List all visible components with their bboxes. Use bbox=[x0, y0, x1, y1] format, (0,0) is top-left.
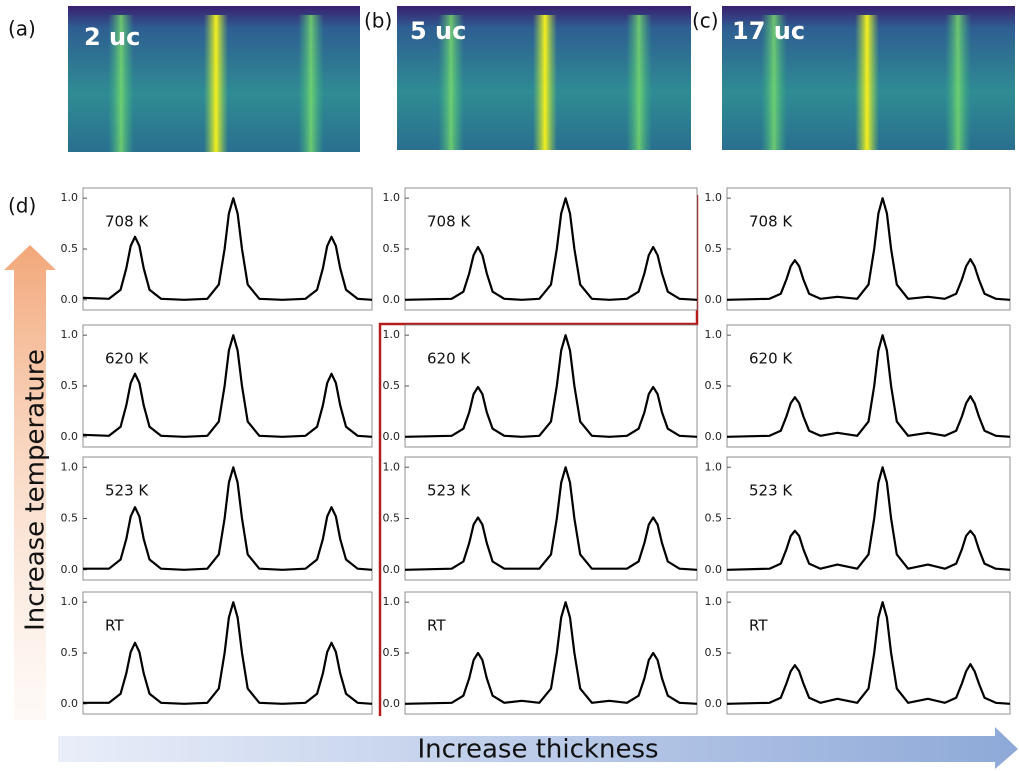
rheed-image bbox=[68, 6, 360, 152]
y-tick-label: 1.0 bbox=[61, 191, 79, 204]
y-tick-label: 1.0 bbox=[383, 595, 401, 608]
y-tick-label: 1.0 bbox=[705, 460, 723, 473]
panel-label: (a) bbox=[8, 17, 36, 41]
y-tick-label: 0.5 bbox=[383, 512, 401, 525]
image-label: 17 uc bbox=[732, 17, 805, 45]
image-label: 2 uc bbox=[84, 23, 140, 51]
line bbox=[83, 601, 373, 705]
plot-frame bbox=[82, 324, 373, 448]
y-tick-label: 1.0 bbox=[383, 460, 401, 473]
plot-frame bbox=[404, 591, 698, 715]
plot-frame bbox=[726, 591, 1011, 715]
annotation: 523 K bbox=[427, 482, 471, 500]
line bbox=[726, 197, 1011, 301]
y-tick-label: 0.5 bbox=[383, 379, 401, 392]
arrow-label: Increase thickness bbox=[417, 735, 658, 765]
image-label: 5 uc bbox=[410, 17, 466, 45]
annotation: 523 K bbox=[749, 482, 793, 500]
rheed-image bbox=[397, 6, 691, 150]
plot-frame bbox=[404, 456, 698, 581]
line bbox=[404, 601, 698, 705]
y-tick-label: 0.0 bbox=[383, 563, 401, 576]
y-tick-label: 0.0 bbox=[383, 697, 401, 710]
y-tick-label: 1.0 bbox=[705, 191, 723, 204]
arrow bbox=[58, 727, 1018, 769]
y-tick-label: 1.0 bbox=[61, 595, 79, 608]
annotation: 620 K bbox=[427, 350, 471, 368]
annotation: 708 K bbox=[427, 213, 471, 231]
y-tick-label: 0.5 bbox=[61, 646, 79, 659]
annotation: 620 K bbox=[749, 350, 793, 368]
line bbox=[82, 334, 373, 438]
y-tick-label: 1.0 bbox=[383, 191, 401, 204]
y-tick-label: 1.0 bbox=[383, 328, 401, 341]
annotation: 620 K bbox=[105, 350, 149, 368]
plot-frame bbox=[82, 456, 373, 581]
y-tick-label: 0.5 bbox=[705, 242, 723, 255]
arrow-label: Increase temperature bbox=[21, 349, 51, 631]
y-tick-label: 0.0 bbox=[383, 430, 401, 443]
line bbox=[404, 466, 698, 571]
y-tick-label: 0.5 bbox=[61, 512, 79, 525]
panel-label: (c) bbox=[692, 9, 719, 33]
plot-frame bbox=[726, 187, 1011, 311]
line bbox=[404, 197, 698, 301]
y-tick-label: 1.0 bbox=[61, 460, 79, 473]
y-tick-label: 0.5 bbox=[61, 242, 79, 255]
line bbox=[82, 197, 373, 301]
plot-frame bbox=[404, 187, 698, 311]
y-tick-label: 0.0 bbox=[61, 697, 79, 710]
y-tick-label: 0.0 bbox=[383, 293, 401, 306]
y-tick-label: 0.5 bbox=[705, 646, 723, 659]
annotation: 708 K bbox=[105, 213, 149, 231]
panel-label: (b) bbox=[364, 9, 392, 33]
y-tick-label: 0.0 bbox=[705, 697, 723, 710]
line bbox=[83, 466, 373, 571]
annotation: RT bbox=[427, 617, 446, 635]
y-tick-label: 1.0 bbox=[61, 328, 79, 341]
annotation: RT bbox=[749, 617, 768, 635]
y-tick-label: 1.0 bbox=[705, 328, 723, 341]
annotation: RT bbox=[105, 617, 124, 635]
y-tick-label: 0.0 bbox=[705, 293, 723, 306]
y-tick-label: 0.5 bbox=[705, 379, 723, 392]
y-tick-label: 0.5 bbox=[383, 242, 401, 255]
y-tick-label: 0.5 bbox=[705, 512, 723, 525]
y-tick-label: 1.0 bbox=[705, 595, 723, 608]
y-tick-label: 0.0 bbox=[61, 293, 79, 306]
annotation: 523 K bbox=[105, 482, 149, 500]
y-tick-label: 0.0 bbox=[61, 563, 79, 576]
rheed-image bbox=[722, 6, 1015, 150]
line bbox=[726, 334, 1011, 438]
line bbox=[726, 601, 1011, 705]
y-tick-label: 0.0 bbox=[61, 430, 79, 443]
plot-frame bbox=[82, 187, 373, 311]
y-tick-label: 0.5 bbox=[61, 379, 79, 392]
y-tick-label: 0.0 bbox=[705, 430, 723, 443]
plot-frame bbox=[404, 324, 698, 448]
line bbox=[726, 466, 1011, 571]
plot-frame bbox=[82, 591, 373, 715]
panel-label: (d) bbox=[8, 194, 36, 218]
y-tick-label: 0.0 bbox=[705, 563, 723, 576]
arrow bbox=[4, 245, 56, 720]
line bbox=[404, 334, 698, 438]
plot-frame bbox=[726, 324, 1011, 448]
annotation: 708 K bbox=[749, 213, 793, 231]
plot-frame bbox=[726, 456, 1011, 581]
y-tick-label: 0.5 bbox=[383, 646, 401, 659]
